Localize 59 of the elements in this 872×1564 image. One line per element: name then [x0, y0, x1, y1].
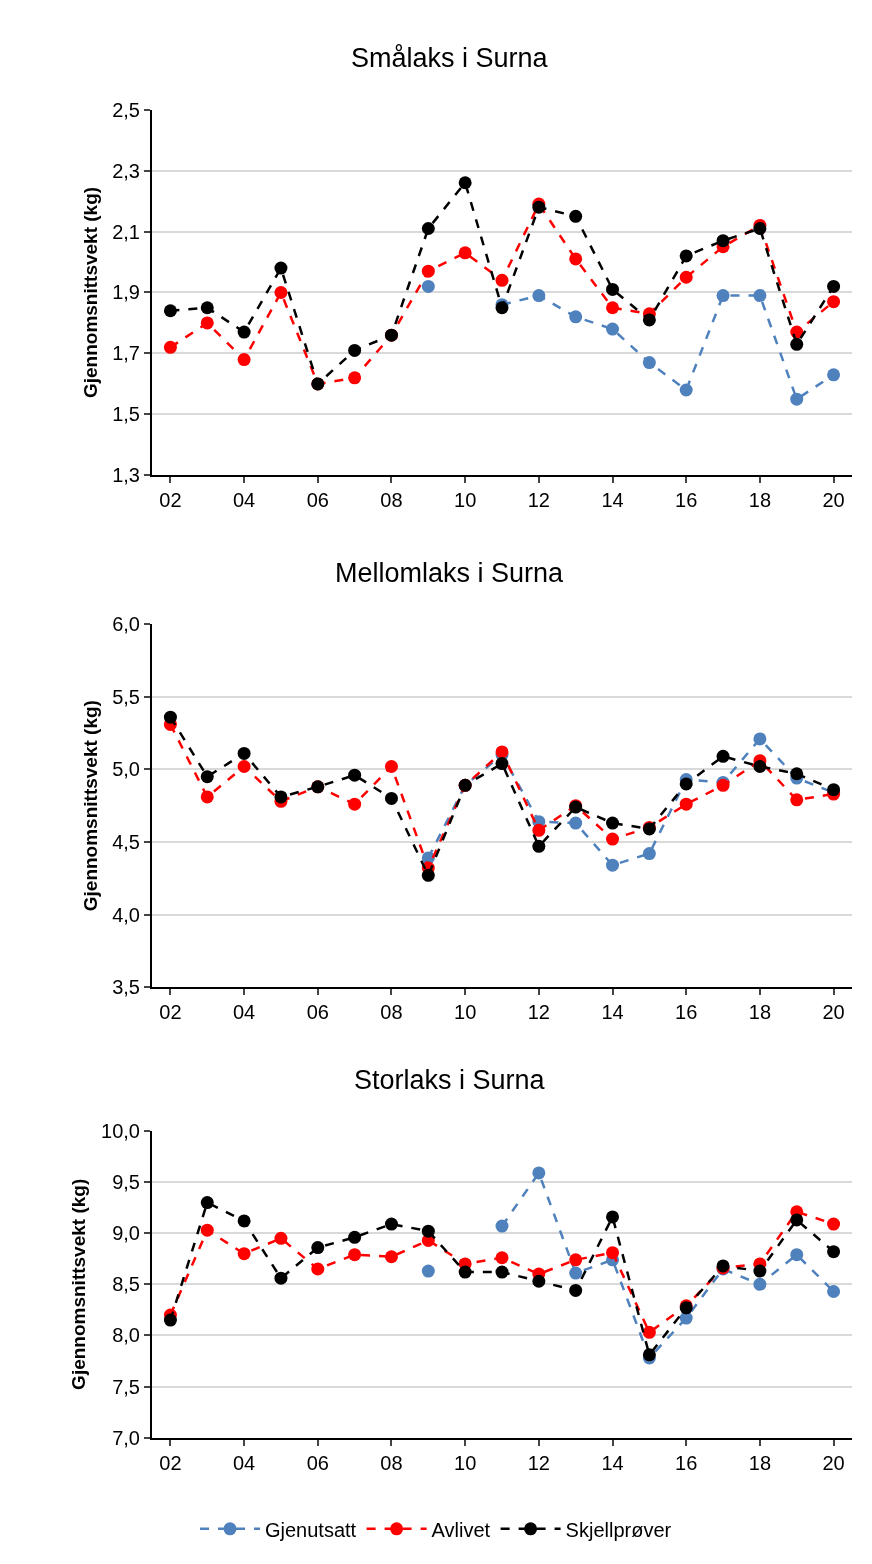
y-tick-label: 7,5 — [112, 1375, 140, 1398]
y-tick-label: 1,5 — [112, 403, 140, 426]
x-tick-label: 10 — [454, 1451, 477, 1474]
x-tick-label: 02 — [159, 489, 182, 512]
chart-title: Storlaks i Surna — [354, 1065, 546, 1095]
y-tick-label: 10,0 — [101, 1120, 140, 1143]
y-tick-label: 2,5 — [112, 98, 140, 121]
x-tick-label: 04 — [232, 1001, 256, 1024]
x-tick-label: 18 — [748, 1001, 772, 1024]
chart-title: Smålaks i Surna — [351, 43, 549, 73]
y-tick-label: 1,7 — [112, 342, 140, 365]
legend-label: Avlivet — [431, 1518, 491, 1541]
x-tick-label: 16 — [675, 1001, 698, 1024]
x-tick-label: 04 — [232, 489, 256, 512]
y-tick-label: 2,1 — [112, 220, 140, 243]
y-tick-label: 5,0 — [112, 758, 140, 781]
y-tick-label: 7,0 — [112, 1426, 140, 1449]
y-tick-label: 9,0 — [112, 1222, 140, 1245]
x-tick-label: 04 — [232, 1451, 256, 1474]
legend-label: Gjenutsatt — [265, 1518, 357, 1541]
x-tick-label: 08 — [380, 489, 403, 512]
x-tick-label: 14 — [601, 489, 624, 512]
x-tick-label: 20 — [822, 1001, 845, 1024]
x-tick-label: 18 — [748, 489, 772, 512]
y-axis-title: Gjennomsnittsvekt (kg) — [79, 186, 101, 399]
y-tick-label: 8,0 — [112, 1324, 140, 1347]
chart-title: Mellomlaks i Surna — [335, 558, 565, 588]
x-tick-label: 16 — [675, 489, 698, 512]
x-tick-label: 06 — [306, 1001, 329, 1024]
x-tick-label: 08 — [380, 1451, 403, 1474]
y-tick-label: 1,3 — [112, 464, 140, 487]
x-tick-label: 14 — [601, 1001, 624, 1024]
y-tick-label: 5,5 — [112, 685, 140, 708]
y-tick-label: 3,5 — [112, 976, 140, 999]
y-tick-label: 2,3 — [112, 159, 140, 182]
legend-label: Skjellprøver — [565, 1518, 672, 1541]
x-tick-label: 10 — [454, 1001, 477, 1024]
y-tick-label: 9,5 — [112, 1171, 140, 1194]
x-tick-label: 20 — [822, 489, 845, 512]
x-tick-label: 12 — [527, 489, 550, 512]
x-tick-label: 20 — [822, 1451, 845, 1474]
x-tick-label: 14 — [601, 1451, 624, 1474]
x-tick-label: 02 — [159, 1001, 182, 1024]
x-tick-label: 18 — [748, 1451, 772, 1474]
y-axis-title: Gjennomsnittsvekt (kg) — [79, 700, 101, 912]
y-axis-title: Gjennomsnittsvekt (kg) — [68, 1178, 90, 1390]
y-tick-label: 4,5 — [112, 830, 140, 853]
x-tick-label: 10 — [454, 489, 477, 512]
x-tick-label: 12 — [527, 1001, 550, 1024]
x-tick-label: 16 — [675, 1451, 698, 1474]
y-tick-label: 6,0 — [112, 613, 140, 636]
y-tick-label: 1,9 — [112, 281, 140, 304]
y-tick-label: 8,5 — [112, 1273, 140, 1296]
x-tick-label: 08 — [380, 1001, 403, 1024]
x-tick-label: 06 — [306, 489, 329, 512]
x-tick-label: 12 — [527, 1451, 550, 1474]
x-tick-label: 06 — [306, 1451, 329, 1474]
y-tick-label: 4,0 — [112, 903, 140, 926]
x-tick-label: 02 — [159, 1451, 182, 1474]
